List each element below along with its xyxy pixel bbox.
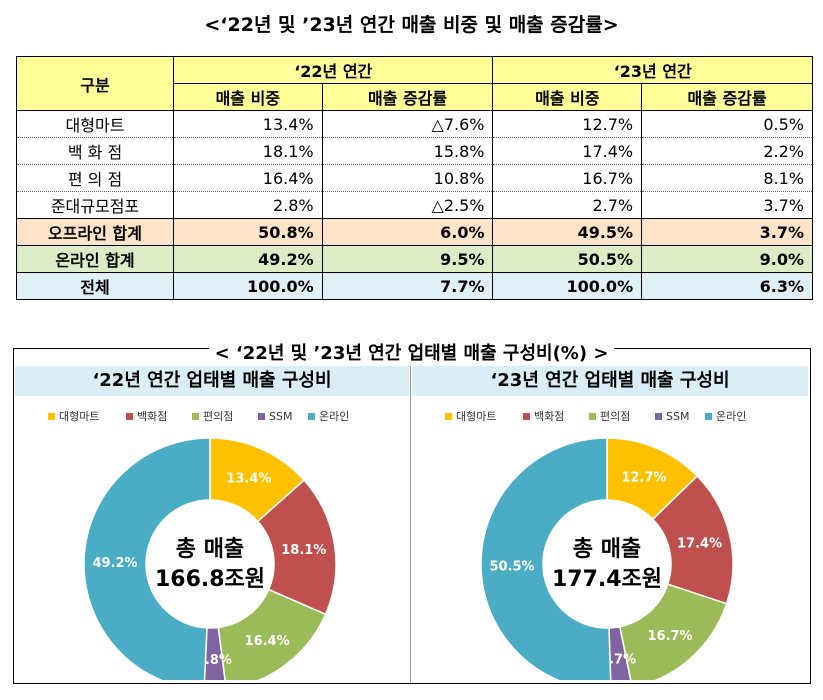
chart-2023-slice-4 xyxy=(480,437,612,680)
chart-2023-center-label: 총 매출 xyxy=(573,537,641,562)
cell-share-2023: 2.7% xyxy=(492,191,643,219)
row-label: 온라인 합계 xyxy=(16,245,174,273)
row-label: 편 의 점 xyxy=(16,164,174,192)
cell-growth-2022: 10.8% xyxy=(321,164,494,192)
cell-growth-2023: 6.3% xyxy=(641,272,813,300)
sales-table: 구분 ‘22년 연간 ‘23년 연간 매출 비중 매출 증감률 매출 비중 매출… xyxy=(16,56,813,300)
legend-label: 편의점 xyxy=(203,410,233,423)
legend-swatch xyxy=(655,413,662,420)
chart-2022-title: ‘22년 연간 업태별 매출 구성비 xyxy=(15,366,409,396)
chart-2022-slice-label-1: 18.1% xyxy=(281,543,326,558)
cell-growth-2023: 0.5% xyxy=(641,110,813,138)
table-row: 대형마트 13.4% △7.6% 12.7% 0.5% xyxy=(16,110,813,138)
chart-2023-slice-label-4: 50.5% xyxy=(489,559,534,574)
cell-share-2022: 100.0% xyxy=(173,272,323,300)
cell-share-2023: 12.7% xyxy=(492,110,643,138)
chart-2022-slice-4 xyxy=(83,437,211,680)
chart-2023-slice-label-0: 12.7% xyxy=(621,470,666,485)
chart-2023-slice-label-1: 17.4% xyxy=(677,537,722,552)
row-label: 준대규모점포 xyxy=(16,191,174,219)
chart-2022: 대형마트 백화점 편의점 SSM 온라인13.4%18.1%16.4%2.8%49.2%… xyxy=(48,410,349,680)
cell-share-2022: 50.8% xyxy=(173,218,323,246)
header-2022-growth: 매출 증감률 xyxy=(321,83,494,111)
cell-growth-2022: 7.7% xyxy=(321,272,494,300)
cell-growth-2022: 6.0% xyxy=(321,218,494,246)
cell-growth-2022: △2.5% xyxy=(321,191,494,219)
legend-label: 온라인 xyxy=(319,410,349,423)
legend-label: 대형마트 xyxy=(456,410,496,423)
cell-share-2022: 2.8% xyxy=(173,191,323,219)
cell-growth-2023: 3.7% xyxy=(641,218,813,246)
chart-2022-slice-2 xyxy=(217,588,327,680)
legend-label: 온라인 xyxy=(716,410,746,423)
legend-label: SSM xyxy=(666,410,689,423)
charts-title: < ‘22년 및 ’23년 연간 업태별 매출 구성비(%) > xyxy=(0,339,823,365)
legend-swatch xyxy=(192,413,199,420)
chart-2022-slice-label-2: 16.4% xyxy=(245,634,290,649)
cell-share-2023: 49.5% xyxy=(492,218,643,246)
row-label: 백 화 점 xyxy=(16,137,174,165)
charts-divider xyxy=(410,366,411,682)
cell-growth-2022: 15.8% xyxy=(321,137,494,165)
legend-swatch xyxy=(523,413,530,420)
legend-label: SSM xyxy=(269,410,292,423)
legend-label: 편의점 xyxy=(600,410,630,423)
cell-growth-2023: 3.7% xyxy=(641,191,813,219)
cell-growth-2023: 2.2% xyxy=(641,137,813,165)
header-2022-share: 매출 비중 xyxy=(173,83,323,111)
cell-share-2023: 50.5% xyxy=(492,245,643,273)
legend-swatch xyxy=(308,413,315,420)
table-row: 준대규모점포 2.8% △2.5% 2.7% 3.7% xyxy=(16,191,813,219)
charts-title-text: < ‘22년 및 ’23년 연간 업태별 매출 구성비(%) > xyxy=(208,343,615,364)
chart-2022-center-label: 총 매출 xyxy=(176,537,244,562)
header-category: 구분 xyxy=(16,56,174,111)
row-label: 오프라인 합계 xyxy=(16,218,174,246)
legend-label: 대형마트 xyxy=(59,410,99,423)
table-row-online-total: 온라인 합계 49.2% 9.5% 50.5% 9.0% xyxy=(16,245,813,273)
legend-swatch xyxy=(48,413,55,420)
chart-2023: 대형마트 백화점 편의점 SSM 온라인12.7%17.4%16.7%2.7%50.5%… xyxy=(445,410,746,680)
legend-swatch xyxy=(126,413,133,420)
row-label: 대형마트 xyxy=(16,110,174,138)
chart-2023-title: ‘23년 연간 업태별 매출 구성비 xyxy=(412,366,808,396)
chart-2022-slice-label-4: 49.2% xyxy=(92,556,137,571)
cell-share-2022: 16.4% xyxy=(173,164,323,192)
chart-2023-slice-label-2: 16.7% xyxy=(647,629,692,644)
header-2023-share: 매출 비중 xyxy=(492,83,643,111)
cell-growth-2022: 9.5% xyxy=(321,245,494,273)
table-row: 백 화 점 18.1% 15.8% 17.4% 2.2% xyxy=(16,137,813,165)
chart-2022-slice-1 xyxy=(256,479,337,616)
cell-growth-2023: 9.0% xyxy=(641,245,813,273)
legend-label: 백화점 xyxy=(137,410,167,423)
cell-share-2022: 49.2% xyxy=(173,245,323,273)
cell-growth-2022: △7.6% xyxy=(321,110,494,138)
cell-share-2022: 18.1% xyxy=(173,137,323,165)
header-2023-growth: 매출 증감률 xyxy=(641,83,813,111)
legend-swatch xyxy=(589,413,596,420)
table-row: 편 의 점 16.4% 10.8% 16.7% 8.1% xyxy=(16,164,813,192)
cell-share-2023: 17.4% xyxy=(492,137,643,165)
table-row-grand-total: 전체 100.0% 7.7% 100.0% 6.3% xyxy=(16,272,813,300)
cell-share-2023: 100.0% xyxy=(492,272,643,300)
chart-2023-slice-2 xyxy=(618,583,728,680)
chart-2023-center-total: 177.4조원 xyxy=(552,567,662,592)
cell-growth-2023: 8.1% xyxy=(641,164,813,192)
cell-share-2022: 13.4% xyxy=(173,110,323,138)
legend-swatch xyxy=(705,413,712,420)
chart-2022-center-total: 166.8조원 xyxy=(155,567,265,592)
table-row-offline-total: 오프라인 합계 50.8% 6.0% 49.5% 3.7% xyxy=(16,218,813,246)
header-2022: ‘22년 연간 xyxy=(172,56,494,84)
cell-share-2023: 16.7% xyxy=(492,164,643,192)
header-2023: ‘23년 연간 xyxy=(492,56,813,84)
legend-swatch xyxy=(445,413,452,420)
row-label: 전체 xyxy=(16,272,174,300)
legend-swatch xyxy=(258,413,265,420)
top-title: <‘22년 및 ’23년 연간 매출 비중 및 매출 증감률> xyxy=(204,14,619,36)
legend-label: 백화점 xyxy=(534,410,564,423)
chart-2022-slice-label-0: 13.4% xyxy=(226,471,271,486)
